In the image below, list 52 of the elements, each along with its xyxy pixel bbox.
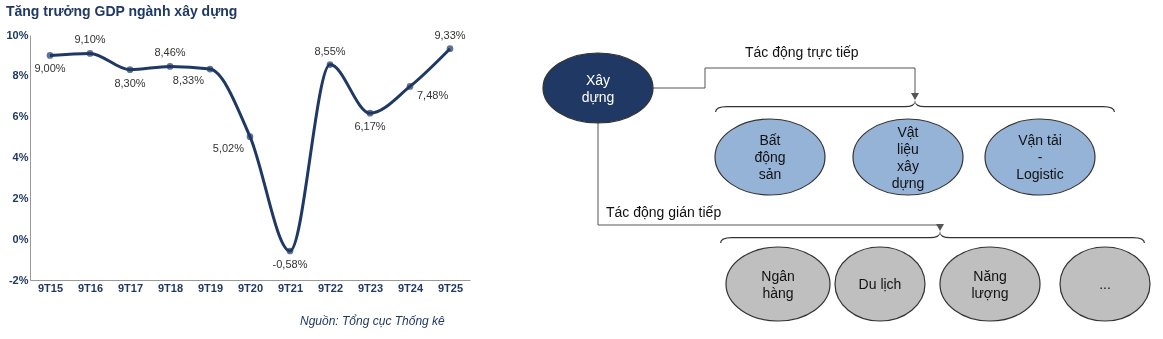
chart-title: Tăng trưởng GDP ngành xây dựng xyxy=(5,3,238,19)
x-tick-label: 9T22 xyxy=(317,281,344,294)
x-tick-label: 9T19 xyxy=(197,281,224,294)
point xyxy=(246,133,254,141)
y-tick-label: -2% xyxy=(8,273,29,286)
x-tick-label: 9T25 xyxy=(437,281,464,294)
x-tick-label: 9T17 xyxy=(117,281,144,294)
data-label: 9,33% xyxy=(434,28,466,41)
data-label: 5,02% xyxy=(212,141,245,154)
point xyxy=(86,50,94,57)
text: Ngân hàng xyxy=(761,267,795,301)
data-label: 6,17% xyxy=(354,120,386,133)
y-tick-label: 2% xyxy=(12,191,29,204)
y-tick-label: 10% xyxy=(6,28,29,41)
data-label: 8,46% xyxy=(154,46,186,59)
text: Tác động gián tiếp xyxy=(606,204,722,220)
point xyxy=(126,66,134,74)
text: ... xyxy=(1099,276,1111,292)
text: Xây dựng xyxy=(581,71,615,105)
text: Vận tải - Logistic xyxy=(1016,132,1064,182)
point xyxy=(166,63,174,70)
point xyxy=(46,52,54,59)
text: Năng lượng xyxy=(971,267,1009,301)
x-tick-label: 9T16 xyxy=(77,281,104,294)
y-tick-label: 6% xyxy=(12,110,29,123)
data-label: 8,55% xyxy=(314,44,346,57)
text: Nguồn: Tổng cục Thống kê xyxy=(300,314,445,328)
point xyxy=(406,83,414,90)
text: Bất động sản xyxy=(754,132,786,182)
x-tick-label: 9T18 xyxy=(157,281,184,294)
x-tick-label: 9T21 xyxy=(277,281,304,294)
data-label: 8,30% xyxy=(114,76,146,89)
x-tick-label: 9T24 xyxy=(397,281,424,294)
x-tick-label: 9T20 xyxy=(237,281,264,294)
text: Tác động trực tiếp xyxy=(745,44,859,60)
point xyxy=(446,45,454,53)
y-tick-label: 4% xyxy=(12,151,29,163)
text: Vật liệu xây dựng xyxy=(891,123,925,191)
x-tick-label: 9T15 xyxy=(37,281,64,294)
data-label: 9,00% xyxy=(34,62,66,75)
y-tick-label: 8% xyxy=(12,69,29,82)
point xyxy=(326,61,334,68)
x-tick-label: 9T23 xyxy=(357,281,384,294)
text: Du lịch xyxy=(858,276,902,292)
data-label: 9,10% xyxy=(74,33,106,46)
data-label: 8,33% xyxy=(172,74,205,87)
data-label: 7,48% xyxy=(417,89,449,102)
point xyxy=(286,247,294,255)
point xyxy=(206,65,214,73)
data-label: -0,58% xyxy=(272,258,308,271)
y-tick-label: 0% xyxy=(12,232,29,245)
point xyxy=(366,109,374,117)
